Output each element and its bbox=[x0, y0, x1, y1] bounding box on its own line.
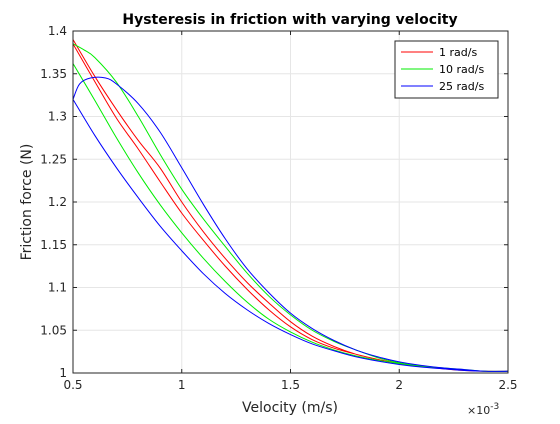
x-tick-label: 2.5 bbox=[498, 378, 517, 392]
y-tick-label: 1.25 bbox=[40, 152, 67, 166]
y-tick-label: 1.3 bbox=[48, 110, 67, 124]
legend-entry: 1 rad/s bbox=[439, 46, 477, 59]
tick-labels: 0.5 1 1.5 2 2.511.051.11.151.21.251.31.351.4 bbox=[40, 24, 517, 392]
x-tick-label: 2 bbox=[395, 378, 403, 392]
series-line-3 bbox=[72, 76, 509, 372]
x-axis-exponent-base: ×10 bbox=[467, 404, 490, 417]
x-axis-exponent: ×10-3 bbox=[467, 402, 499, 417]
y-tick-label: 1 bbox=[59, 366, 67, 380]
chart-title: Hysteresis in friction with varying velo… bbox=[122, 12, 457, 28]
x-tick-label: 1 bbox=[178, 378, 186, 392]
x-tick-label: 0.5 bbox=[63, 378, 82, 392]
y-tick-label: 1.4 bbox=[48, 24, 67, 38]
y-tick-label: 1.1 bbox=[48, 281, 67, 295]
legend: 1 rad/s 10 rad/s 25 rad/s bbox=[394, 40, 499, 99]
y-tick-label: 1.15 bbox=[40, 238, 67, 252]
x-tick-label: 1.5 bbox=[281, 378, 300, 392]
ticks bbox=[72, 30, 509, 374]
x-axis-exponent-power: -3 bbox=[490, 402, 499, 412]
y-tick-label: 1.05 bbox=[40, 323, 67, 337]
legend-entry: 25 rad/s bbox=[439, 80, 484, 93]
x-axis-label: Velocity (m/s) bbox=[242, 400, 338, 416]
y-tick-label: 1.35 bbox=[40, 67, 67, 81]
y-axis-label: Friction force (N) bbox=[19, 144, 35, 261]
y-tick-label: 1.2 bbox=[48, 195, 67, 209]
legend-entry: 10 rad/s bbox=[439, 63, 484, 76]
